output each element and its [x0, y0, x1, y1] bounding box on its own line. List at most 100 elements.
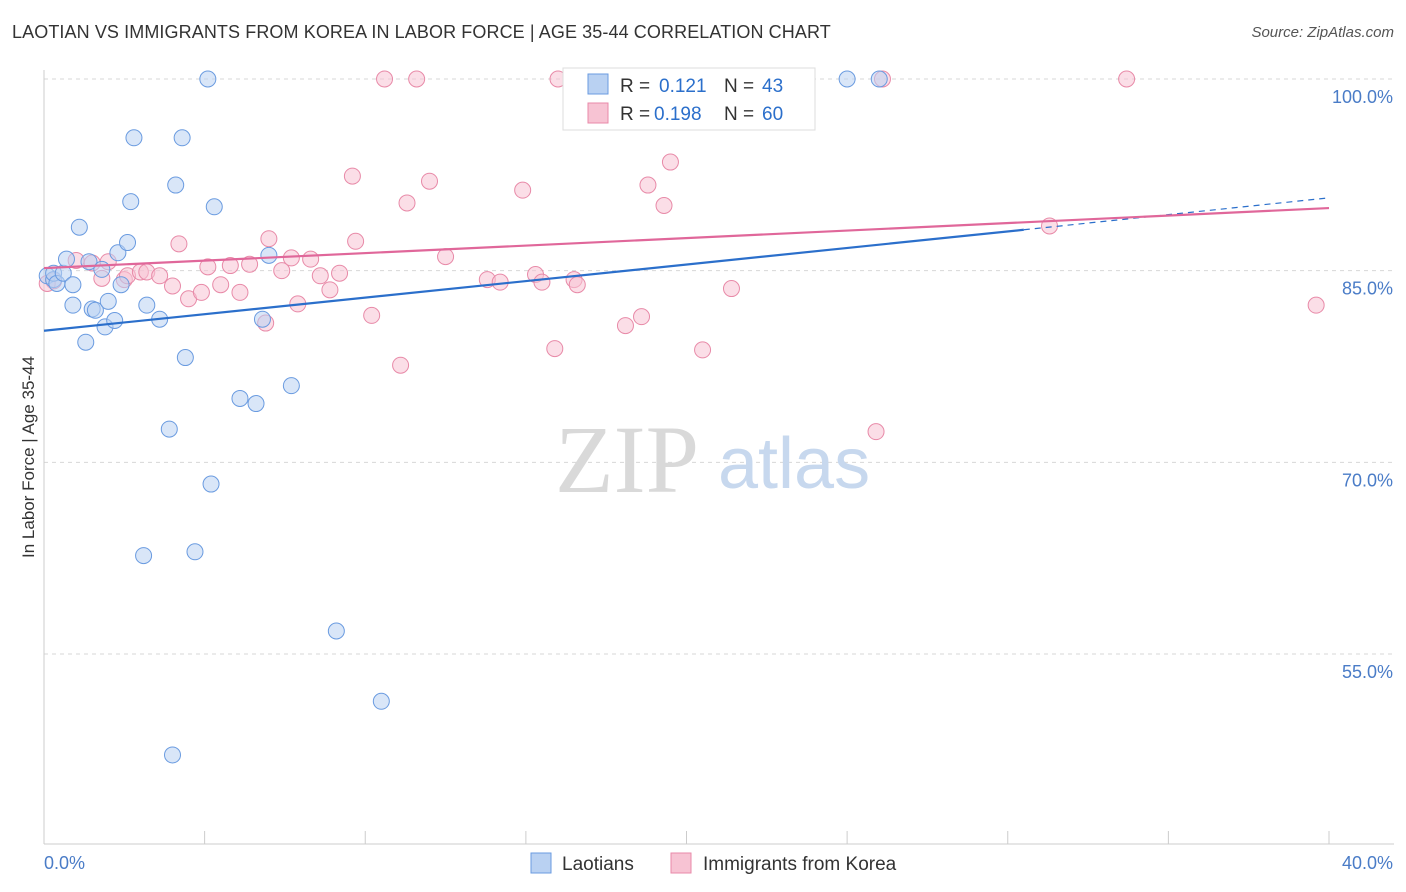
- legend-pink-r-value: 0.198: [654, 104, 702, 125]
- point-blue-33: [205, 198, 223, 216]
- bottom-legend: Laotians Immigrants from Korea: [530, 852, 897, 875]
- watermark-zip: ZIP: [555, 406, 699, 513]
- point-pink-27: [331, 264, 349, 282]
- point-blue-6: [64, 276, 82, 294]
- point-pink-9: [151, 267, 169, 285]
- x-tick-label-min: 0.0%: [44, 853, 85, 873]
- point-pink-11: [170, 235, 188, 253]
- legend-pink-swatch: [587, 102, 609, 124]
- watermark-atlas: atlas: [718, 424, 870, 504]
- point-pink-28: [343, 167, 361, 185]
- point-pink-25: [311, 267, 329, 285]
- point-blue-37: [260, 246, 278, 264]
- watermark: ZIP atlas: [555, 406, 870, 513]
- point-pink-31: [376, 70, 394, 88]
- grid-lines: [44, 78, 1394, 655]
- point-pink-24: [302, 250, 320, 268]
- point-pink-15: [212, 276, 230, 294]
- legend-pink-r-label: R =: [620, 104, 650, 125]
- point-blue-18: [112, 276, 130, 294]
- point-blue-34: [231, 389, 249, 407]
- point-blue-28: [173, 129, 191, 147]
- point-pink-29: [347, 232, 365, 250]
- point-blue-23: [138, 296, 156, 314]
- point-pink-20: [260, 230, 278, 248]
- y-tick-label-85: 85.0%: [1342, 279, 1393, 299]
- point-blue-42: [870, 70, 888, 88]
- point-pink-57: [1118, 70, 1136, 88]
- x-tick-label-max: 40.0%: [1342, 853, 1393, 873]
- legend-blue-swatch: [587, 73, 609, 95]
- point-pink-16: [221, 257, 239, 275]
- point-blue-21: [125, 129, 143, 147]
- point-pink-32: [392, 356, 410, 374]
- point-pink-33: [398, 194, 416, 212]
- point-pink-21: [273, 262, 291, 280]
- point-pink-45: [568, 276, 586, 294]
- point-blue-35: [247, 395, 265, 413]
- point-pink-54: [867, 423, 885, 441]
- point-blue-19: [119, 234, 137, 252]
- point-pink-41: [533, 273, 551, 291]
- trend-lines: [43, 197, 1330, 332]
- point-blue-30: [186, 543, 204, 561]
- point-blue-31: [199, 70, 217, 88]
- point-blue-15: [99, 292, 117, 310]
- series-laotians: [38, 70, 888, 764]
- bottom-legend-blue-swatch: [530, 852, 552, 874]
- point-blue-38: [282, 377, 300, 395]
- legend-blue-n-label: N =: [724, 76, 754, 97]
- y-tick-label-55: 55.0%: [1342, 662, 1393, 682]
- point-pink-26: [321, 281, 339, 299]
- point-pink-35: [421, 172, 438, 190]
- point-pink-30: [363, 306, 381, 324]
- y-tick-label-70: 70.0%: [1342, 470, 1393, 490]
- legend-blue-r-value: 0.121: [659, 76, 707, 97]
- point-pink-34: [408, 70, 426, 88]
- bottom-legend-korea: Immigrants from Korea: [703, 854, 897, 875]
- point-blue-22: [135, 547, 153, 565]
- point-pink-50: [661, 153, 679, 171]
- chart-title: LAOTIAN VS IMMIGRANTS FROM KOREA IN LABO…: [12, 22, 831, 42]
- point-blue-40: [372, 692, 390, 710]
- point-blue-20: [122, 193, 140, 211]
- point-blue-32: [202, 475, 220, 493]
- point-blue-13: [93, 260, 111, 278]
- point-pink-46: [616, 317, 634, 335]
- point-blue-29: [176, 349, 194, 367]
- legend-pink-n-value: 60: [762, 104, 783, 125]
- bottom-legend-laotians: Laotians: [562, 854, 634, 875]
- point-pink-17: [231, 283, 249, 301]
- point-pink-18: [241, 255, 259, 273]
- point-pink-13: [192, 283, 210, 301]
- point-pink-48: [639, 176, 657, 194]
- point-blue-36: [253, 310, 271, 328]
- point-pink-36: [437, 248, 455, 266]
- y-tick-labels: 100.0% 85.0% 70.0% 55.0%: [1332, 87, 1393, 682]
- point-blue-9: [77, 333, 95, 351]
- y-tick-label-100: 100.0%: [1332, 87, 1393, 107]
- point-blue-25: [160, 420, 178, 438]
- point-blue-27: [167, 176, 185, 194]
- source-credit: Source: ZipAtlas.com: [1251, 24, 1394, 41]
- point-pink-39: [514, 181, 532, 199]
- point-pink-14: [199, 258, 217, 276]
- point-pink-47: [633, 308, 651, 326]
- legend-blue-n-value: 43: [762, 76, 783, 97]
- trend-laotians-extension: [1023, 197, 1330, 231]
- x-ticks: [204, 831, 1330, 844]
- point-pink-49: [655, 197, 673, 214]
- axes: [43, 70, 1394, 845]
- point-blue-39: [327, 622, 345, 640]
- point-pink-10: [164, 277, 181, 295]
- point-blue-12: [86, 301, 104, 319]
- point-blue-5: [57, 250, 75, 268]
- trend-korea: [43, 206, 1330, 270]
- point-blue-41: [838, 70, 856, 88]
- point-pink-42: [546, 340, 564, 358]
- point-pink-53: [722, 280, 740, 298]
- trend-laotians: [43, 228, 1024, 332]
- point-blue-8: [70, 218, 88, 236]
- legend-box: R = 0.121 N = 43 R = 0.198 N = 60: [562, 67, 816, 131]
